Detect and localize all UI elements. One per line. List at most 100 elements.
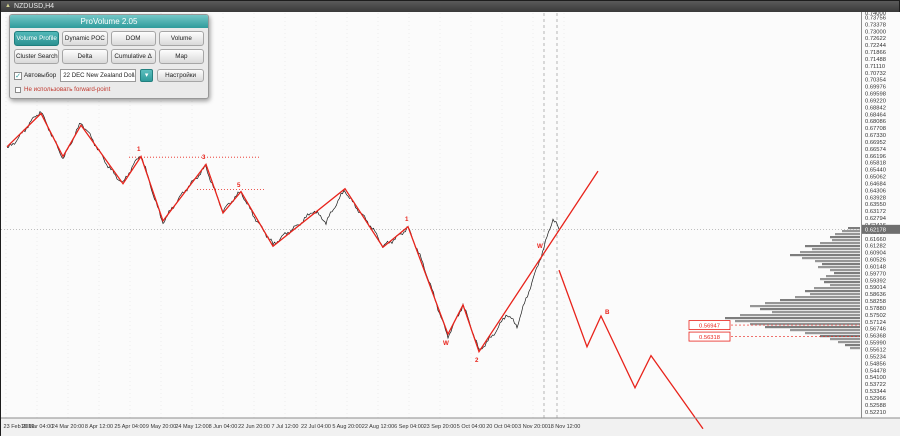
panel-button-dom[interactable]: DOM bbox=[110, 31, 156, 46]
y-axis-label: 0.63550 bbox=[865, 202, 886, 208]
y-axis-label: 0.68086 bbox=[865, 119, 886, 125]
y-axis-label: 0.63928 bbox=[865, 195, 886, 201]
y-axis-label: 0.73756 bbox=[865, 15, 886, 21]
volume-profile-bar bbox=[848, 227, 860, 230]
volume-profile-bar bbox=[805, 290, 860, 293]
x-axis-strip bbox=[1, 418, 900, 436]
y-axis-label: 0.56746 bbox=[865, 327, 886, 333]
forward-point-label: Не использовать forward-point bbox=[24, 86, 111, 93]
wave-label: 1 bbox=[137, 146, 141, 153]
panel-button-delta[interactable]: Delta bbox=[62, 49, 108, 64]
target-price-box bbox=[688, 320, 731, 330]
volume-profile-bar bbox=[810, 293, 860, 296]
wave-label: 2 bbox=[475, 357, 479, 364]
wave-label: B bbox=[605, 309, 610, 316]
x-axis-label: 5 Aug 20:00 bbox=[332, 424, 361, 430]
panel-button-cumulative[interactable]: Cumulative Δ bbox=[110, 49, 156, 64]
y-axis-label: 0.57124 bbox=[865, 320, 887, 326]
forecast-wave-line bbox=[558, 269, 704, 430]
y-axis-label: 0.62794 bbox=[865, 216, 887, 222]
wave-label: 3 bbox=[202, 154, 206, 161]
y-axis-label: 0.52966 bbox=[865, 396, 886, 402]
y-axis-label: 0.66952 bbox=[865, 140, 886, 146]
volume-profile-bar bbox=[802, 257, 860, 260]
forward-point-row: Не использовать forward-point bbox=[10, 84, 208, 98]
y-axis-label: 0.54856 bbox=[865, 361, 886, 367]
y-axis-label: 0.73378 bbox=[865, 22, 886, 28]
target-price-label: 0.56947 bbox=[699, 323, 720, 329]
volume-profile-bar bbox=[780, 299, 860, 302]
y-axis-label: 0.52210 bbox=[865, 410, 886, 416]
x-axis-label: 3 Nov 20:00 bbox=[518, 424, 548, 430]
x-axis-label: 22 Jul 04:00 bbox=[301, 424, 331, 430]
y-axis-label: 0.53722 bbox=[865, 382, 886, 388]
y-axis-label: 0.71866 bbox=[865, 50, 886, 56]
forward-point-checkbox[interactable] bbox=[15, 86, 21, 93]
volume-profile-bar bbox=[824, 281, 860, 284]
volume-profile-bar bbox=[830, 284, 860, 287]
y-axis-label: 0.55234 bbox=[865, 354, 887, 360]
volume-profile-bar bbox=[820, 242, 860, 245]
volume-profile-bar bbox=[814, 287, 860, 290]
dropdown-button[interactable]: ▾ bbox=[140, 69, 154, 82]
volume-profile-bar bbox=[795, 296, 860, 299]
y-axis-label: 0.59770 bbox=[865, 271, 886, 277]
y-axis-label: 0.72622 bbox=[865, 36, 886, 42]
x-axis-label: 7 Jul 12:00 bbox=[272, 424, 299, 430]
panel-button-volume-profile[interactable]: Volume Profile bbox=[14, 31, 60, 46]
x-axis-label: 24 May 12:00 bbox=[175, 424, 208, 430]
volume-profile-bar bbox=[750, 323, 860, 326]
volume-profile-bar bbox=[842, 230, 860, 233]
current-price-badge bbox=[862, 224, 900, 234]
x-axis-label: 6 Sep 04:00 bbox=[394, 424, 424, 430]
instrument-select[interactable]: 22 DEC New Zealand Dollar bbox=[60, 69, 137, 82]
target-price-label: 0.56318 bbox=[699, 335, 720, 341]
y-axis-label: 0.66196 bbox=[865, 154, 886, 160]
volume-profile-bar bbox=[765, 302, 860, 305]
volume-profile-bar bbox=[760, 308, 860, 311]
volume-profile-bar bbox=[850, 347, 860, 350]
settings-button[interactable]: Настройки bbox=[157, 69, 204, 82]
x-axis-label: 24 Mar 20:00 bbox=[52, 424, 84, 430]
y-axis-label: 0.68842 bbox=[865, 105, 886, 111]
volume-profile-bar bbox=[772, 311, 860, 314]
panel-button-dynamic-poc[interactable]: Dynamic POC bbox=[62, 31, 108, 46]
volume-profile-bar bbox=[834, 272, 860, 275]
volume-profile-bar bbox=[725, 317, 860, 320]
window-titlebar[interactable]: ▲ NZDUSD,H4 bbox=[1, 1, 899, 12]
volume-profile-bar bbox=[765, 326, 860, 329]
panel-button-volume[interactable]: Volume bbox=[158, 31, 204, 46]
y-axis-label: 0.53344 bbox=[865, 389, 887, 395]
y-axis-label: 0.69598 bbox=[865, 92, 886, 98]
volume-profile-bar bbox=[822, 263, 860, 266]
autoselect-checkbox[interactable]: ✓ Автовыбор bbox=[14, 71, 56, 80]
panel-button-map[interactable]: Map bbox=[158, 49, 204, 64]
panel-button-cluster-search[interactable]: Cluster Search bbox=[14, 49, 60, 64]
volume-profile-bar bbox=[826, 275, 860, 278]
x-axis-label: 23 Sep 20:00 bbox=[424, 424, 457, 430]
y-axis-label: 0.69220 bbox=[865, 98, 886, 104]
panel-controls-row: ✓ Автовыбор 22 DEC New Zealand Dollar ▾ … bbox=[10, 64, 208, 84]
x-axis-label: 23 Feb 2022 bbox=[4, 424, 35, 430]
y-axis-label: 0.70732 bbox=[865, 71, 886, 77]
x-axis-label: 8 Apr 12:00 bbox=[85, 424, 113, 430]
y-axis-label: 0.65818 bbox=[865, 161, 886, 167]
y-axis-label: 0.71488 bbox=[865, 57, 886, 63]
y-axis-label: 0.60148 bbox=[865, 264, 886, 270]
y-axis-label: 0.59014 bbox=[865, 285, 887, 291]
y-axis-label: 0.61282 bbox=[865, 244, 886, 250]
volume-profile-bar bbox=[805, 245, 860, 248]
zigzag-wave-line bbox=[6, 112, 599, 354]
y-axis-label: 0.55612 bbox=[865, 348, 886, 354]
y-axis-label: 0.70354 bbox=[865, 78, 887, 84]
volume-profile-bar bbox=[820, 278, 860, 281]
volume-profile-bar bbox=[790, 254, 860, 257]
panel-header[interactable]: ProVolume 2.05 bbox=[10, 15, 208, 28]
y-axis-label: 0.67330 bbox=[865, 133, 886, 139]
y-axis-label: 0.65062 bbox=[865, 175, 886, 181]
instrument-value: 22 DEC New Zealand Dollar bbox=[63, 72, 137, 79]
volume-profile-bar bbox=[812, 248, 860, 251]
current-price-badge-text: 0.62178 bbox=[865, 228, 886, 234]
x-axis-label: 22 Jun 20:00 bbox=[238, 424, 270, 430]
